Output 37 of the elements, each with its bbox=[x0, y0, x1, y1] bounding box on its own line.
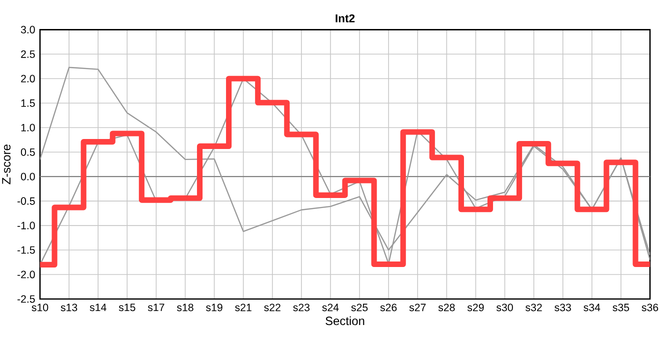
x-tick-label: s24 bbox=[322, 304, 339, 312]
x-tick-label: s28 bbox=[438, 304, 455, 312]
x-tick-label: s33 bbox=[554, 304, 571, 312]
x-tick-label: s34 bbox=[584, 304, 600, 312]
x-tick-label: s15 bbox=[118, 304, 136, 312]
x-tick-label: s35 bbox=[612, 304, 630, 312]
x-tick-label: s32 bbox=[526, 304, 542, 312]
y-tick-label: -1.0 bbox=[17, 222, 35, 230]
x-tick-label: s36 bbox=[642, 304, 658, 312]
x-tick-label: s25 bbox=[351, 304, 368, 312]
x-tick-label: s17 bbox=[148, 304, 164, 312]
x-tick-label: s19 bbox=[206, 304, 222, 312]
y-tick-label: -1.5 bbox=[17, 246, 35, 254]
y-tick-label: 1.0 bbox=[21, 124, 35, 132]
x-tick-label: s13 bbox=[60, 304, 78, 312]
x-tick-label: s14 bbox=[90, 304, 106, 312]
x-tick-label: s27 bbox=[409, 304, 426, 312]
chart-title: Int2 bbox=[336, 14, 355, 22]
y-tick-label: 0.0 bbox=[20, 172, 35, 180]
x-tick-label: s23 bbox=[293, 304, 310, 312]
y-tick-label: 2.0 bbox=[21, 74, 35, 82]
y-tick-label: 3.0 bbox=[20, 26, 35, 34]
x-tick-label: s30 bbox=[496, 304, 513, 312]
y-tick-label: -2.5 bbox=[17, 295, 35, 303]
x-axis-title: Section bbox=[326, 316, 364, 326]
y-tick-label: 1.5 bbox=[21, 99, 35, 107]
x-tick-label: s10 bbox=[32, 304, 48, 312]
y-axis-title: Z-score bbox=[2, 144, 11, 184]
x-tick-label: s22 bbox=[264, 304, 280, 312]
y-tick-label: -2.0 bbox=[17, 270, 35, 278]
y-tick-label: 2.5 bbox=[21, 50, 35, 58]
x-tick-label: s26 bbox=[380, 304, 397, 312]
x-tick-label: s29 bbox=[467, 304, 484, 312]
y-tick-label: 0.5 bbox=[20, 148, 35, 156]
x-tick-label: s21 bbox=[235, 304, 252, 312]
y-tick-label: -0.5 bbox=[17, 197, 35, 205]
x-tick-label: s18 bbox=[176, 304, 194, 312]
